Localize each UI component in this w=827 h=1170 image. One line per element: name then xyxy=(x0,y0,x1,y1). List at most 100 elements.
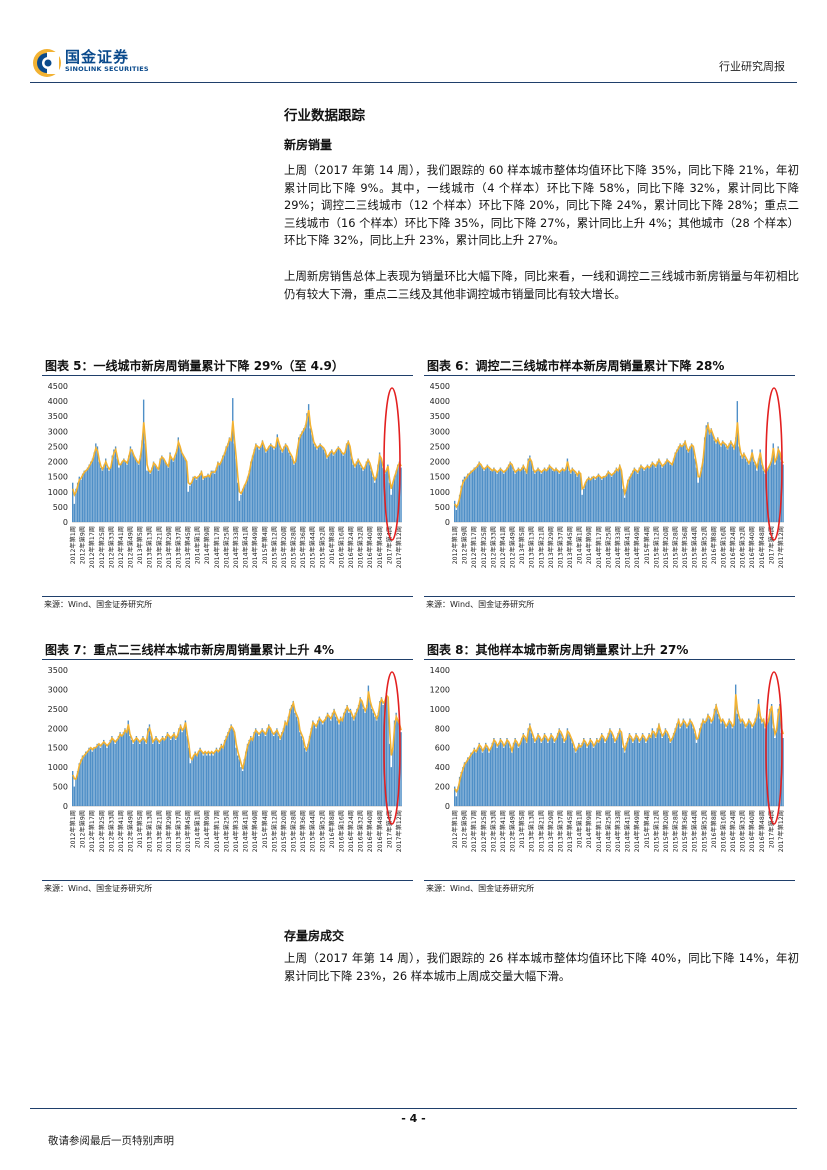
chart-8: 0 200 400 600 800 1000 1200 1400 2012年第1周 2012年第9… xyxy=(430,666,785,852)
bar xyxy=(303,747,306,806)
x-tick-label: 2012年第33周 xyxy=(489,526,497,568)
x-tick-label: 2014年第33周 xyxy=(614,526,622,568)
existing-house-subtitle: 存量房成交 xyxy=(284,929,345,943)
bar xyxy=(312,443,315,522)
bar xyxy=(318,716,321,806)
bar xyxy=(458,776,461,806)
x-tick-label: 2014年第25周 xyxy=(222,810,230,852)
bar xyxy=(656,728,658,806)
bar xyxy=(308,736,311,806)
bar xyxy=(504,470,507,522)
bar xyxy=(388,482,391,522)
x-tick-label: 2015年第12周 xyxy=(652,526,660,568)
bar xyxy=(139,455,142,522)
bar xyxy=(354,467,356,522)
bar xyxy=(566,458,569,522)
bar xyxy=(238,500,241,522)
bar xyxy=(248,470,250,522)
x-tick-label: 2012年第33周 xyxy=(489,810,497,852)
chart-source: 来源：Wind、国金证券研究所 xyxy=(44,884,153,893)
bar xyxy=(155,736,157,806)
bar xyxy=(201,751,203,806)
bar xyxy=(499,738,502,806)
bar xyxy=(504,742,507,806)
bar xyxy=(586,747,588,806)
bar xyxy=(744,458,747,522)
x-tick-label: 2012年第1周 xyxy=(451,810,459,848)
bar xyxy=(702,458,704,522)
bar xyxy=(159,458,161,522)
bar xyxy=(529,455,531,522)
x-tick-label: 2013年第13周 xyxy=(146,810,154,852)
x-tick-label: 2012年第41周 xyxy=(499,810,507,852)
bar xyxy=(560,733,562,806)
bar xyxy=(460,772,462,806)
bar xyxy=(455,796,458,806)
footer-divider xyxy=(30,1108,797,1109)
bar xyxy=(130,739,133,806)
bar xyxy=(248,739,250,806)
bar xyxy=(470,752,472,806)
bar xyxy=(565,738,567,806)
x-tick-label: 2017年第4周 xyxy=(385,810,393,848)
bar xyxy=(555,738,557,806)
bar xyxy=(623,497,626,522)
bar xyxy=(117,736,120,806)
bar xyxy=(486,747,489,806)
x-tick-label: 2016年第16周 xyxy=(338,810,346,852)
bar xyxy=(638,467,640,522)
bar xyxy=(751,728,753,806)
bar xyxy=(93,747,95,806)
bar xyxy=(362,708,365,806)
bar xyxy=(292,701,294,806)
bar xyxy=(369,464,371,522)
bar xyxy=(345,443,348,522)
x-tick-label: 2013年第37周 xyxy=(557,810,565,852)
bar xyxy=(72,771,74,806)
bar xyxy=(707,422,709,522)
bar xyxy=(730,723,732,806)
bar xyxy=(134,458,137,522)
y-tick-label: 1200 xyxy=(430,685,450,694)
bar xyxy=(268,724,270,806)
bar xyxy=(596,738,598,806)
x-tick-label: 2014年第1周 xyxy=(576,810,584,848)
bar xyxy=(251,739,254,806)
bar xyxy=(125,732,128,806)
bar xyxy=(573,747,575,806)
bar xyxy=(90,461,92,522)
bar xyxy=(692,728,694,806)
bar xyxy=(370,470,373,522)
bar xyxy=(326,712,329,806)
chart-source: 来源：Wind、国金证券研究所 xyxy=(426,600,535,609)
bar xyxy=(156,467,158,522)
bar xyxy=(561,738,564,806)
bar xyxy=(230,724,232,806)
bar xyxy=(185,461,188,522)
bar xyxy=(269,728,272,806)
bar xyxy=(76,771,79,806)
bar xyxy=(672,733,675,806)
bar xyxy=(259,732,262,806)
bar xyxy=(542,738,544,806)
bar xyxy=(80,759,82,806)
bar xyxy=(166,732,169,806)
bar xyxy=(326,458,328,522)
bar xyxy=(132,743,134,806)
new-house-paragraph-2: 上周新房销售总体上表现为销量环比大幅下降，同比来看，一线和调控二三线城市新房销量… xyxy=(284,269,799,301)
x-tick-label: 2014年第9周 xyxy=(585,526,593,564)
bar xyxy=(328,716,330,806)
bar xyxy=(263,732,265,806)
bar xyxy=(372,712,374,806)
bar xyxy=(354,712,357,806)
x-tick-label: 2012年第17周 xyxy=(470,526,478,568)
bar xyxy=(770,704,773,806)
bar xyxy=(177,437,179,522)
bar xyxy=(228,728,231,806)
bar xyxy=(615,738,618,806)
bar xyxy=(471,752,474,806)
bar xyxy=(124,461,127,522)
x-tick-label: 2013年第13周 xyxy=(146,526,154,568)
bar xyxy=(622,747,624,806)
x-tick-label: 2013年第29周 xyxy=(165,526,173,568)
